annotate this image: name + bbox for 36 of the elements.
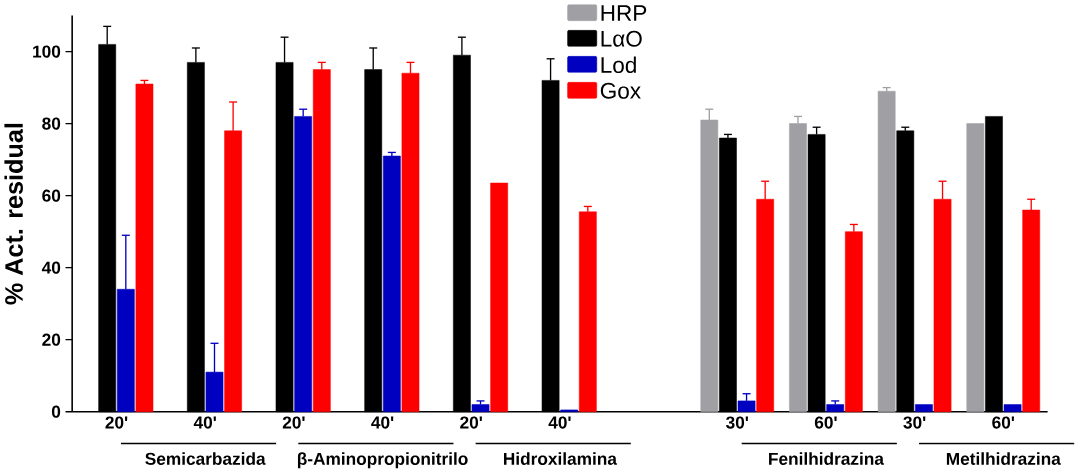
x-tick-label: 40' (548, 416, 571, 429)
bar (135, 83, 154, 413)
legend-label: HRP (601, 5, 647, 21)
y-tick-label: 40 (41, 261, 61, 274)
legend-label: Gox (600, 82, 641, 99)
bar (826, 404, 845, 413)
x-tick-label: 40' (371, 416, 394, 429)
text: Hidroxilamina (503, 452, 618, 466)
bar (578, 211, 597, 413)
x-tick-label: 30' (903, 416, 926, 429)
text: Fenilhidrazina (769, 452, 885, 466)
y-tick-label: 60 (42, 189, 61, 202)
text: β-Aminopropionitrilo (297, 452, 468, 469)
y-axis-title: % Act. residual (4, 124, 23, 305)
bar (915, 404, 933, 413)
x-tick-label: 30' (725, 416, 748, 429)
legend-label: Lod (601, 56, 636, 74)
x-tick-label: 20' (460, 416, 482, 429)
bar (966, 123, 985, 413)
y-tick-label: 0 (51, 405, 61, 418)
y-tick-label: 20 (42, 333, 61, 346)
bar (471, 404, 490, 413)
text: Metilhidrazina (946, 452, 1061, 466)
x-tick-label: 40' (193, 416, 216, 429)
bar (490, 182, 508, 413)
bar (877, 91, 896, 413)
bar (1003, 404, 1022, 413)
x-tick-label: 60' (992, 416, 1015, 429)
y-tick-label: 80 (42, 117, 61, 130)
x-tick-label: 20' (282, 416, 305, 429)
x-tick-label: 60' (814, 416, 837, 429)
bar (383, 155, 401, 413)
x-tick-label: 20' (105, 416, 128, 429)
legend-label: LαO (601, 30, 642, 47)
text: Semicarbazida (145, 452, 266, 466)
y-tick-label: 100 (33, 45, 61, 58)
